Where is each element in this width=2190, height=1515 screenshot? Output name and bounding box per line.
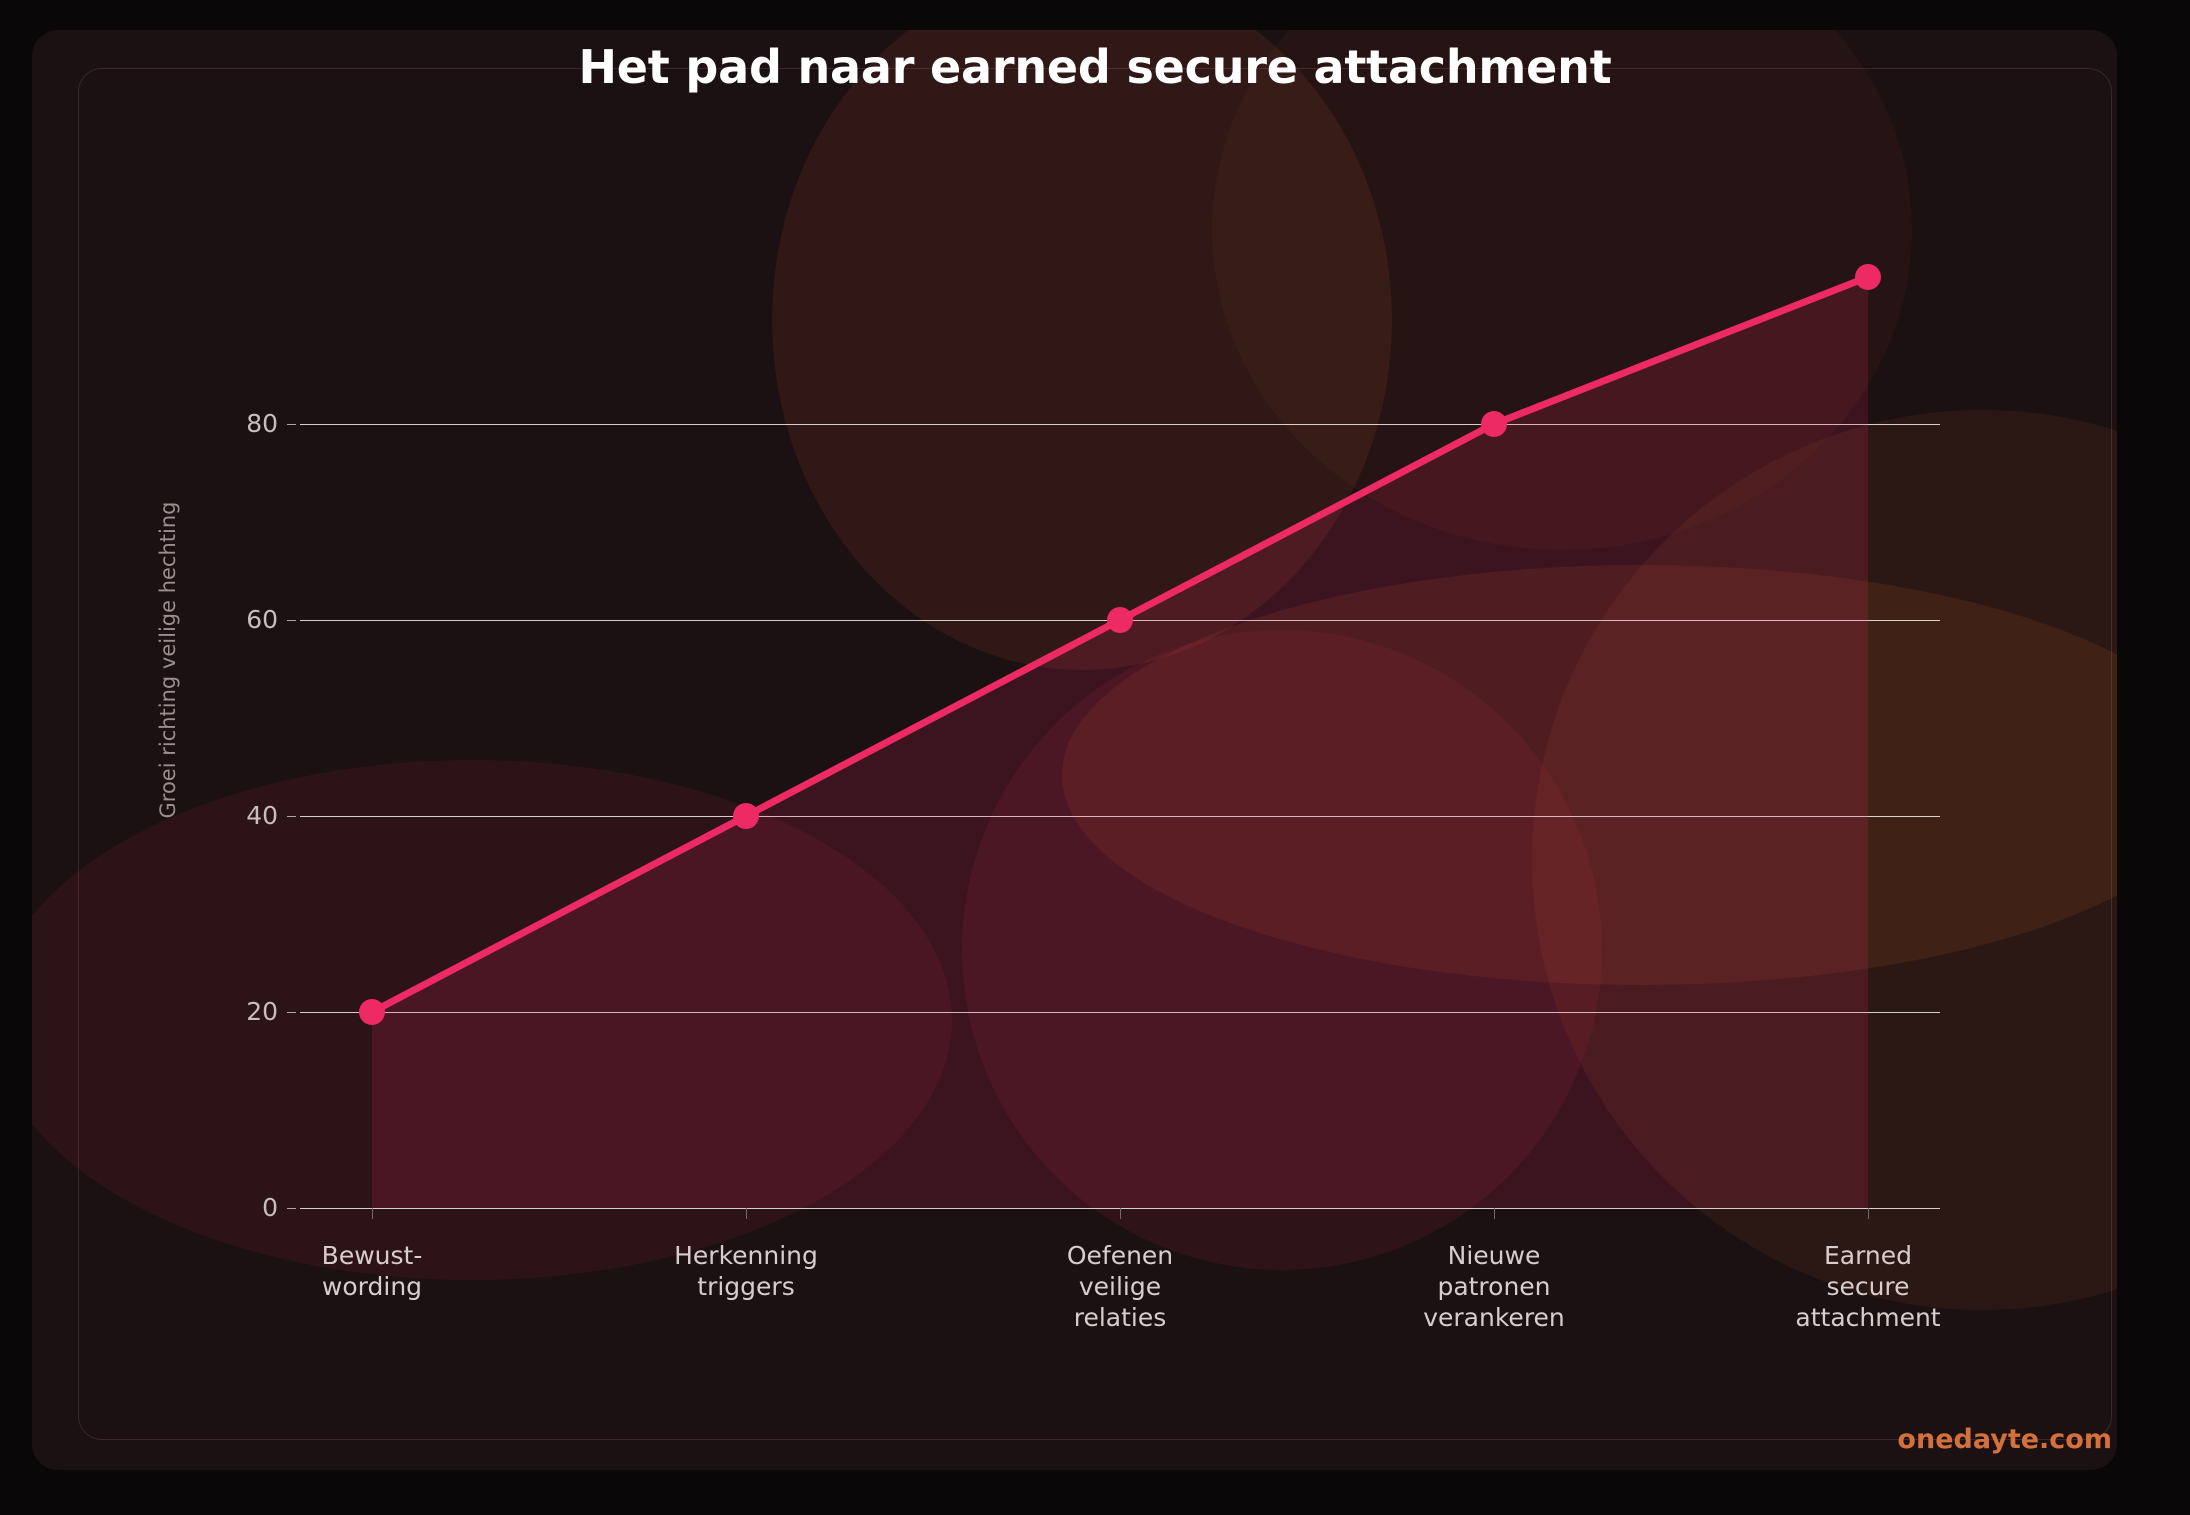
chart-title: Het pad naar earned secure attachment [578, 40, 1612, 94]
data-point-marker[interactable]: Oefenen veilige relaties: 60 [1107, 607, 1133, 633]
gridline: 40 [246, 801, 1940, 830]
data-point-marker[interactable]: Earned secure attachment: 95 [1855, 264, 1881, 290]
y-tick-mark [287, 424, 296, 425]
x-tick-mark [372, 1208, 373, 1219]
gridline: 80 [246, 409, 1940, 438]
y-tick-mark [287, 816, 296, 817]
y-tick-label: 20 [246, 997, 278, 1026]
x-axis: Bewust- wording Herkenning triggers Oefene… [300, 1208, 1941, 1388]
chart-card [78, 68, 2112, 1440]
y-tick-label: 0 [262, 1193, 278, 1222]
series-layer: Bewust- wording: 20 Herkenning triggers: … [359, 264, 1881, 1208]
y-tick-label: 60 [246, 605, 278, 634]
x-tick-mark [1868, 1208, 1869, 1219]
x-tick-mark [1120, 1208, 1121, 1219]
x-tick-label: Oefenen veilige relaties [1066, 1241, 1174, 1332]
x-tick-label: Herkenning triggers [674, 1241, 818, 1301]
y-tick-mark [287, 1208, 296, 1209]
y-axis-title: Groei richting veilige hechting [156, 501, 180, 819]
card-backdrop [32, 30, 2117, 1470]
series-area-fill [372, 277, 1868, 1208]
watermark: onedayte.com [1897, 1424, 2112, 1455]
plot-area: 0 20 40 60 80 Bewust- wording: 20 Herkenning … [246, 150, 1940, 1230]
y-tick-label: 40 [246, 801, 278, 830]
x-tick-label: Bewust- wording [321, 1241, 423, 1301]
data-point-marker[interactable]: Herkenning triggers: 40 [733, 803, 759, 829]
x-tick-label: Earned secure attachment [1795, 1241, 1941, 1332]
x-tick-mark [1494, 1208, 1495, 1219]
gridline: 20 [246, 997, 1940, 1026]
data-point-marker[interactable]: Nieuwe patronen verankeren: 80 [1481, 411, 1507, 437]
data-point-marker[interactable]: Bewust- wording: 20 [359, 999, 385, 1025]
y-tick-label: 80 [246, 409, 278, 438]
y-tick-mark [287, 1012, 296, 1013]
x-tick-mark [746, 1208, 747, 1219]
x-tick-label: Nieuwe patronen verankeren [1423, 1241, 1565, 1332]
y-tick-mark [287, 620, 296, 621]
